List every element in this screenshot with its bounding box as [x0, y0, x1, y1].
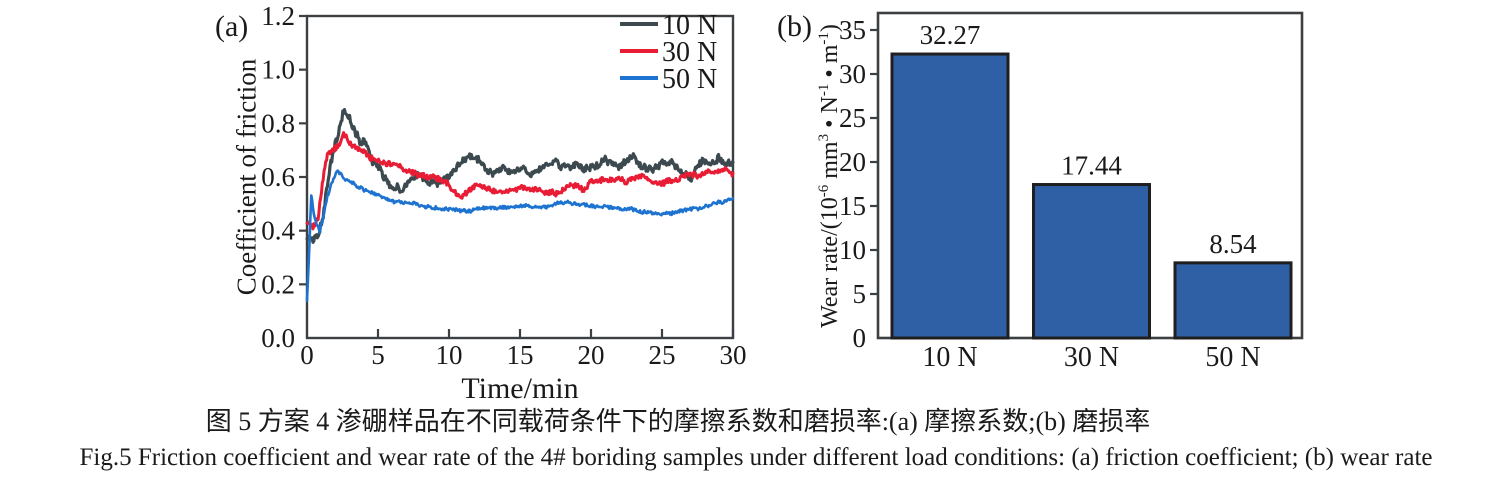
y-tick-label: 0.4 — [261, 216, 295, 246]
x-tick-label: 5 — [371, 340, 385, 370]
wear-ylabel: Wear rate/(10-6 mm3 • N-1 • m-1) — [816, 24, 844, 328]
series-line-50-n — [305, 169, 735, 303]
bar-category-label: 10 N — [922, 342, 977, 373]
legend-label-10-n: 10 N — [662, 10, 717, 41]
bar-50-n — [1173, 261, 1293, 340]
y-tick-label: 0.0 — [261, 323, 295, 353]
y-tick-label: 20 — [839, 147, 866, 177]
friction-xlabel: Time/min — [461, 372, 579, 405]
panel-a-tag: (a) — [215, 10, 249, 43]
panel-b-tag: (b) — [777, 10, 812, 43]
y-tick-label: 1.0 — [261, 55, 295, 85]
y-tick-label: 25 — [839, 103, 866, 133]
wear-ylabel-part: • m — [817, 44, 843, 84]
bar-value-label: 17.44 — [1061, 151, 1122, 181]
x-tick-label: 0 — [300, 340, 314, 370]
series-line-10-n — [305, 108, 735, 244]
x-tick-label: 20 — [578, 340, 605, 370]
bar-value-label: 32.27 — [920, 20, 981, 50]
y-tick-label: 10 — [839, 235, 866, 265]
caption-chinese: 图 5 方案 4 渗硼样品在不同载荷条件下的摩擦系数和磨损率:(a) 摩擦系数;… — [205, 407, 1151, 436]
wear-ylabel-part: -1 — [816, 83, 832, 97]
x-tick-label: 15 — [507, 340, 534, 370]
wear-ylabel-part: 3 — [816, 133, 832, 142]
caption-english: Fig.5 Friction coefficient and wear rate… — [79, 444, 1433, 471]
y-tick-label: 0 — [853, 323, 867, 353]
x-tick-label: 30 — [720, 340, 747, 370]
y-tick-label: 1.2 — [261, 1, 295, 31]
legend-label-30-n: 30 N — [662, 37, 717, 68]
x-tick-label: 10 — [436, 340, 463, 370]
wear-ylabel-part: -1 — [816, 32, 832, 45]
bar-10-n — [890, 52, 1010, 340]
charts-svg: 0 5 10 15 20 25 300.00.20.40.60.81.01.2 10 N30 … — [261, 1, 1304, 373]
y-tick-label: 15 — [839, 191, 866, 221]
wear-ylabel-part: • N — [817, 96, 843, 134]
legend-label-50-n: 50 N — [662, 64, 717, 95]
wear-ylabel-part: mm — [817, 141, 843, 185]
bar-category-label: 50 N — [1205, 342, 1260, 373]
x-tick-label: 25 — [649, 340, 676, 370]
y-tick-label: 35 — [839, 15, 866, 45]
y-tick-label: 0.8 — [261, 108, 295, 138]
bar-30-n — [1032, 183, 1151, 340]
bar-value-label: 8.54 — [1209, 229, 1257, 259]
friction-ylabel: Coefficient of friction — [231, 58, 262, 296]
y-tick-label: 0.6 — [261, 162, 295, 192]
y-tick-label: 5 — [853, 279, 867, 309]
wear-ylabel-part: -6 — [816, 184, 832, 198]
series-line-30-n — [305, 131, 735, 231]
y-tick-label: 30 — [839, 59, 866, 89]
wear-ylabel-part: Wear rate/(10 — [817, 197, 843, 328]
y-tick-label: 0.2 — [261, 269, 295, 299]
bar-category-label: 30 N — [1064, 342, 1119, 373]
wear-ylabel-part: ) — [817, 24, 843, 33]
